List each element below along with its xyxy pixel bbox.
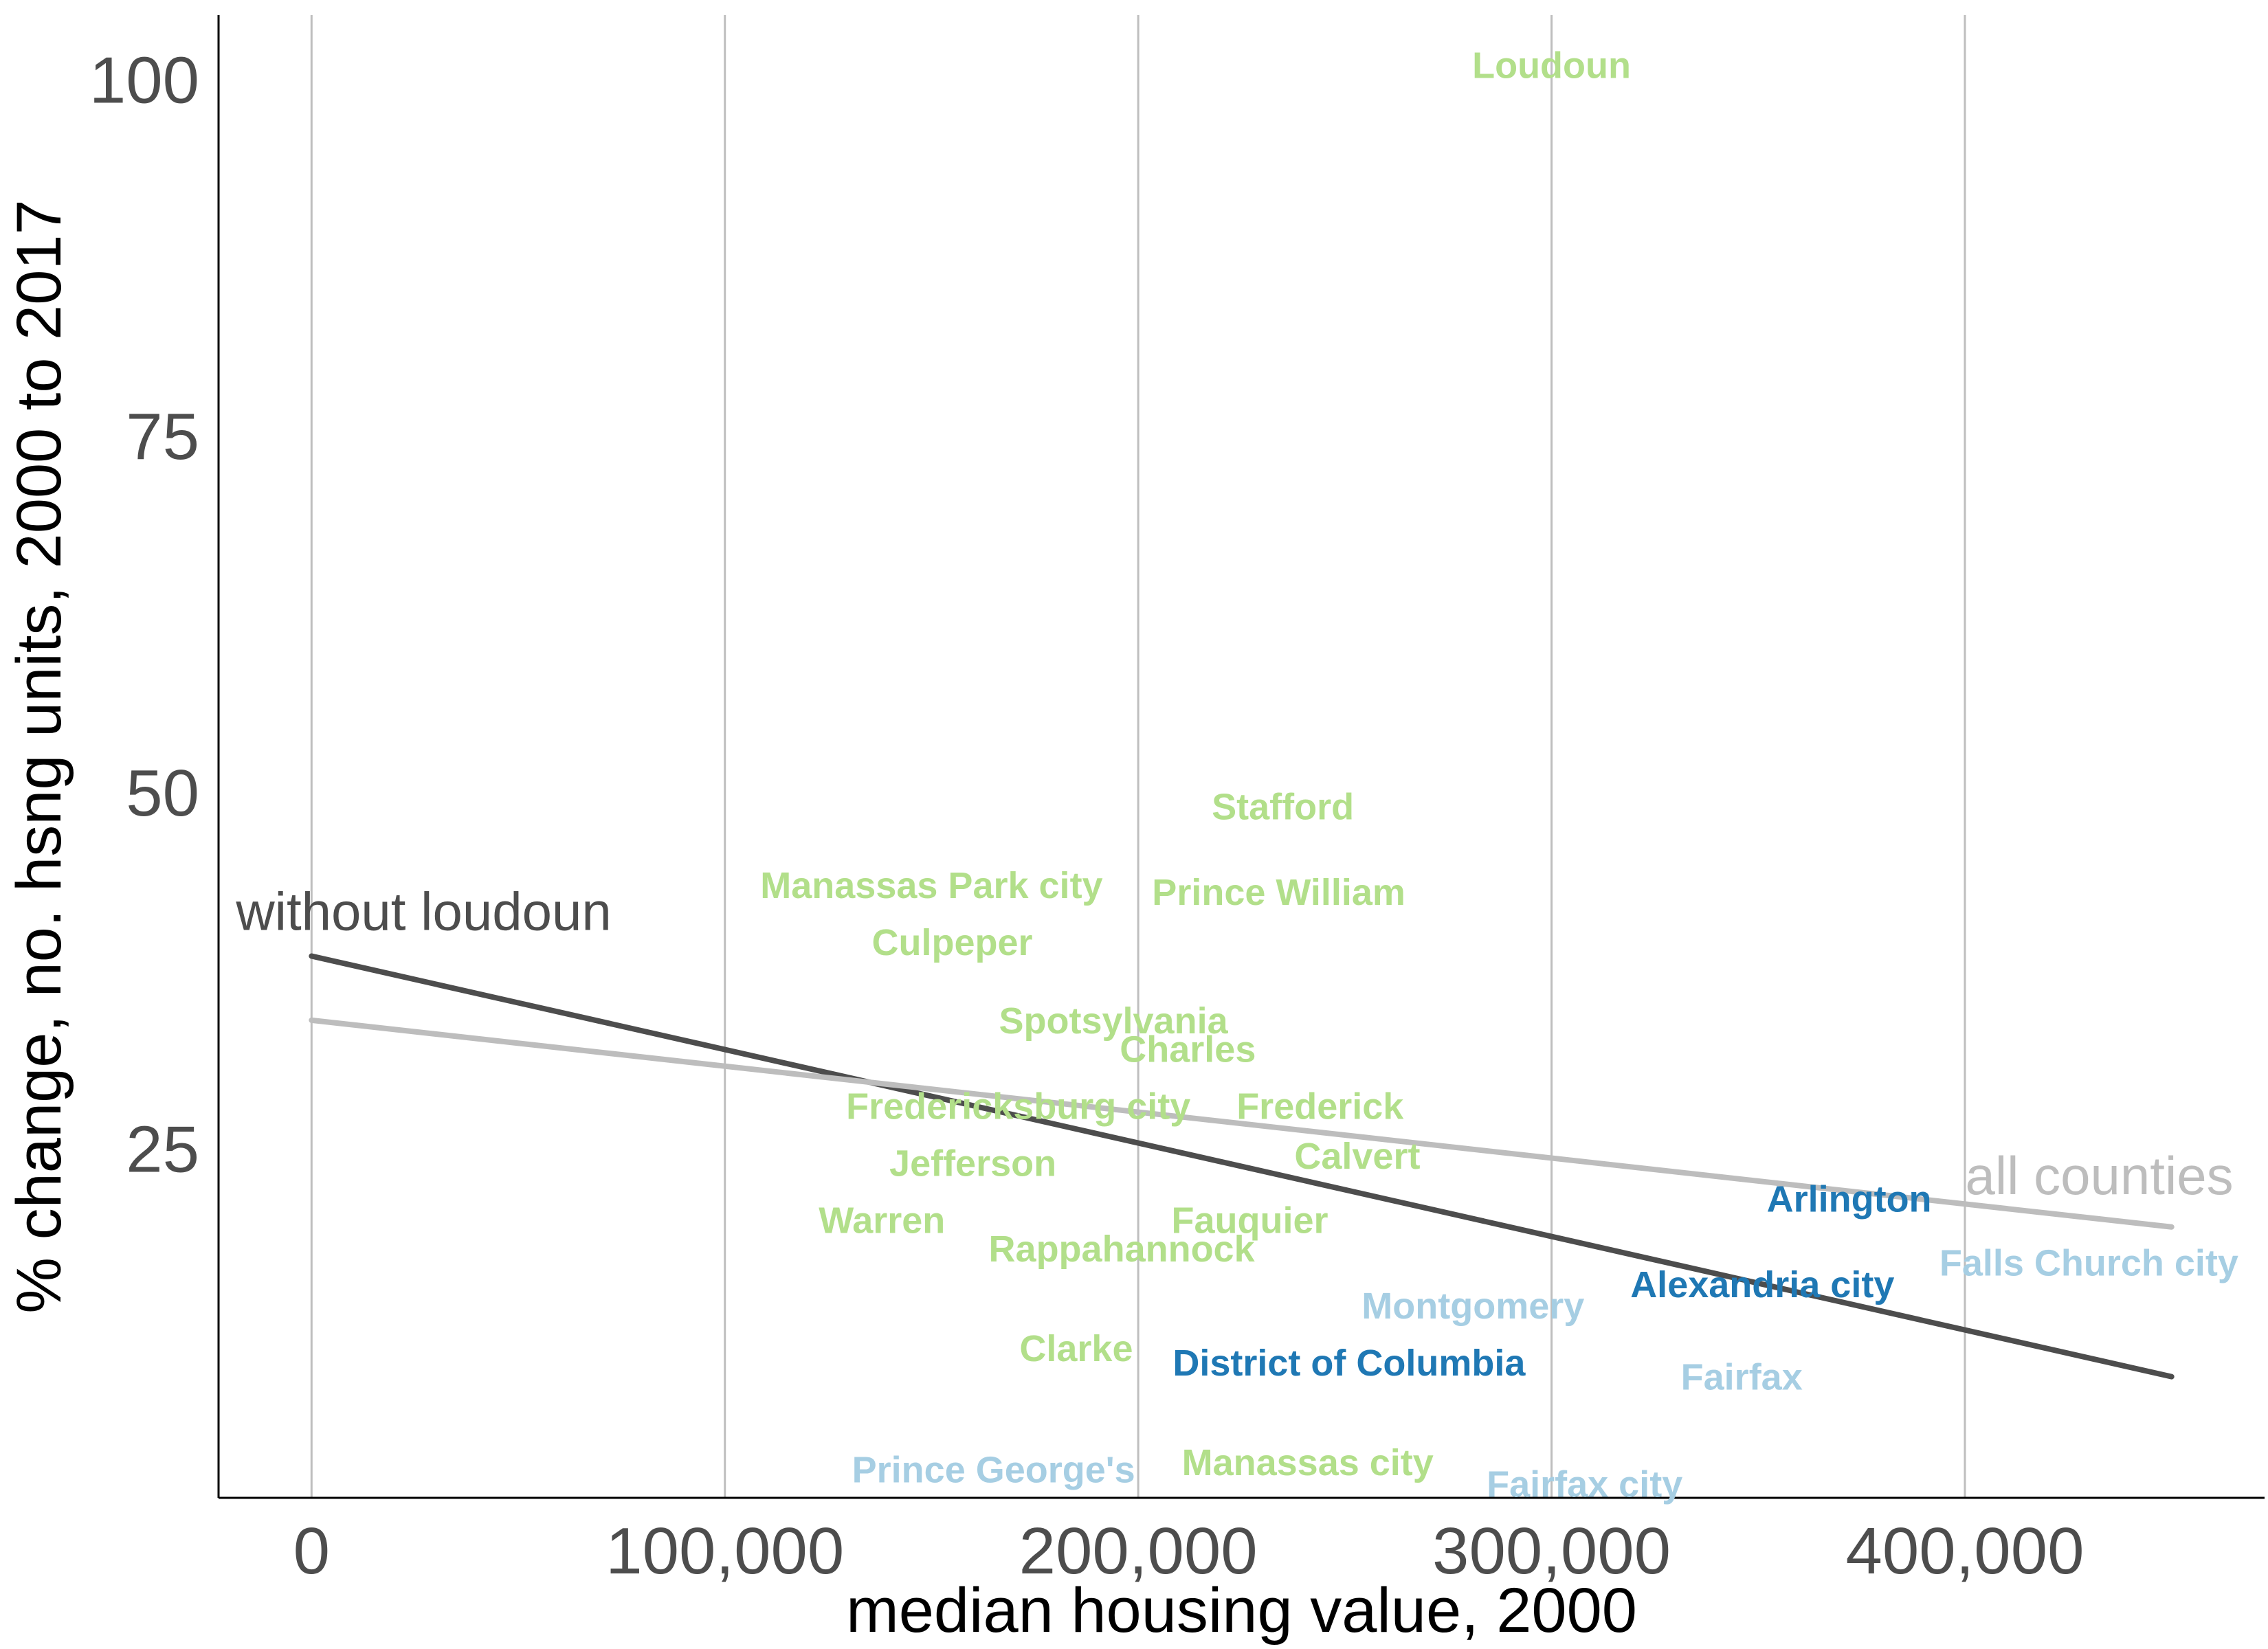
x-tick-label: 0 bbox=[293, 1514, 330, 1588]
fit-line-label: all counties bbox=[1965, 1145, 2233, 1206]
point-label: Fredericksburg city bbox=[846, 1086, 1190, 1127]
x-tick-label: 200,000 bbox=[1019, 1514, 1258, 1588]
y-tick-label: 75 bbox=[126, 400, 199, 473]
x-tick-label: 400,000 bbox=[1845, 1514, 2084, 1588]
tick-labels: 0 100,000 200,000 300,000 400,000 25 50 75 100 bbox=[89, 43, 2084, 1588]
point-label: Jefferson bbox=[889, 1143, 1056, 1184]
y-tick-label: 50 bbox=[126, 756, 199, 830]
point-label: Clarke bbox=[1019, 1328, 1133, 1369]
point-label: Prince William bbox=[1152, 872, 1405, 913]
point-label: Fairfax city bbox=[1487, 1463, 1682, 1505]
point-label: Warren bbox=[819, 1200, 945, 1241]
x-axis-title: median housing value, 2000 bbox=[846, 1575, 1637, 1646]
y-axis-title: % change, no. hsng units, 2000 to 2017 bbox=[4, 199, 74, 1313]
point-label: Frederick bbox=[1236, 1086, 1404, 1127]
point-label: Calvert bbox=[1294, 1136, 1420, 1177]
x-tick-label: 300,000 bbox=[1432, 1514, 1671, 1588]
point-label: Stafford bbox=[1212, 787, 1354, 828]
point-label: Montgomery bbox=[1361, 1286, 1584, 1327]
gridlines bbox=[310, 15, 1966, 1498]
point-label: Falls Church city bbox=[1939, 1243, 2238, 1284]
point-labels: Loudoun Stafford Manassas Park city Prince … bbox=[760, 45, 2238, 1505]
point-label: Arlington bbox=[1767, 1178, 1932, 1220]
point-label: Rappahannock bbox=[989, 1229, 1256, 1270]
fit-line bbox=[309, 1017, 2175, 1230]
y-tick-label: 25 bbox=[126, 1113, 199, 1187]
point-label: District of Columbia bbox=[1172, 1343, 1526, 1384]
point-label: Charles bbox=[1120, 1029, 1256, 1070]
point-label: Prince George's bbox=[852, 1450, 1135, 1491]
point-label: Manassas Park city bbox=[760, 865, 1102, 906]
point-label: Loudoun bbox=[1472, 45, 1631, 87]
point-label: Culpeper bbox=[871, 922, 1032, 963]
fit-line-label: without loudoun bbox=[235, 882, 611, 942]
point-label: Alexandria city bbox=[1630, 1264, 1894, 1305]
point-label: Fauquier bbox=[1172, 1200, 1328, 1241]
fit-lines: without loudoun all counties bbox=[235, 882, 2234, 1380]
point-label: Manassas city bbox=[1182, 1442, 1434, 1483]
x-tick-label: 100,000 bbox=[605, 1514, 844, 1588]
point-label: Spotsylvania bbox=[999, 1000, 1228, 1042]
y-tick-label: 100 bbox=[89, 43, 199, 117]
point-label: Fairfax bbox=[1681, 1357, 1803, 1398]
axes bbox=[217, 15, 2265, 1499]
fit-line bbox=[309, 953, 2175, 1380]
